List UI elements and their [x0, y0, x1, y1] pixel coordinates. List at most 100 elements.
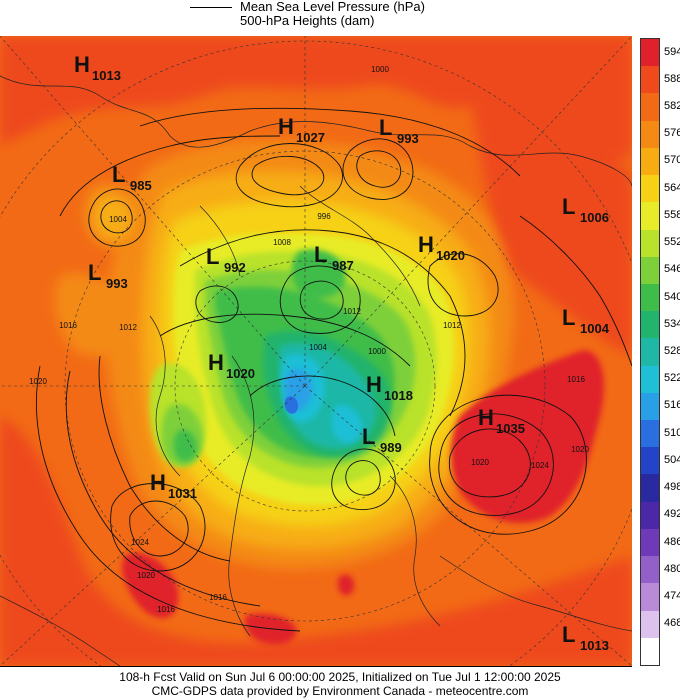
- system-letter: L: [562, 194, 575, 219]
- low-pressure-center: L 987: [314, 242, 354, 273]
- high-pressure-center: H 1018: [366, 372, 413, 403]
- isobar-label: 1020: [571, 445, 589, 454]
- isobar-label: 1024: [131, 538, 149, 547]
- colorbar-tick-label: 588: [664, 72, 680, 85]
- colorbar-segment: [641, 583, 659, 612]
- isobar-label: 1008: [273, 238, 291, 247]
- low-pressure-center: L 985: [112, 162, 152, 193]
- isobar-label: 1004: [309, 343, 327, 352]
- system-letter: H: [208, 350, 224, 375]
- system-pressure-value: 1035: [496, 421, 525, 436]
- pressure-legend-label: Mean Sea Level Pressure (hPa): [240, 0, 425, 14]
- colorbar-segment: [641, 556, 659, 584]
- colorbar-tick-label: 540: [664, 290, 680, 303]
- colorbar-tick-label: 498: [664, 481, 680, 494]
- system-pressure-value: 1013: [580, 638, 609, 653]
- isobar-label: 1000: [371, 65, 389, 74]
- legend-header: Mean Sea Level Pressure (hPa) 500-hPa He…: [0, 0, 680, 36]
- high-pressure-center: H 1020: [418, 232, 465, 263]
- system-letter: H: [74, 52, 90, 77]
- height-colorbar: [640, 38, 660, 666]
- weather-map[interactable]: 1000 1004 996 1008 1012 1012 1016 1004 1000 1020 1…: [0, 36, 632, 667]
- colorbar-tick-label: 468: [664, 617, 680, 630]
- low-pressure-center: L 1013: [562, 622, 609, 653]
- colorbar-tick-label: 564: [664, 181, 680, 194]
- low-pressure-center: L 1004: [562, 305, 610, 336]
- colorbar-segment: [641, 501, 659, 530]
- system-letter: L: [379, 115, 392, 140]
- isobar-label: 1012: [443, 321, 461, 330]
- colorbar-tick-label: 474: [664, 589, 680, 602]
- footer: 108-h Fcst Valid on Sun Jul 6 00:00:00 2…: [0, 668, 680, 700]
- colorbar-segment: [641, 175, 659, 203]
- high-pressure-center: H 1027: [278, 114, 325, 145]
- system-letter: H: [278, 114, 294, 139]
- isobar-label: 1024: [531, 461, 549, 470]
- low-pressure-center: L 992: [206, 244, 246, 275]
- colorbar-segment: [641, 610, 659, 639]
- high-pressure-center: H 1020: [208, 350, 255, 381]
- colorbar-segment: [641, 392, 659, 421]
- isobar-label: 1012: [119, 323, 137, 332]
- colorbar-segment: [641, 93, 659, 122]
- colorbar-segment: [641, 229, 659, 258]
- colorbar-tick-label: 582: [664, 100, 680, 113]
- high-pressure-center: H 1031: [150, 470, 197, 501]
- map-canvas: 1000 1004 996 1008 1012 1012 1016 1004 1000 1020 1…: [0, 36, 632, 666]
- isobar-label: 1016: [157, 605, 175, 614]
- system-letter: L: [112, 162, 125, 187]
- colorbar-tick-label: 528: [664, 345, 680, 357]
- system-letter: L: [88, 260, 101, 285]
- system-pressure-value: 993: [106, 276, 128, 291]
- colorbar-tick-label: 492: [664, 508, 680, 521]
- colorbar-segment: [641, 120, 659, 149]
- isobar-label: 1004: [109, 215, 127, 224]
- colorbar-tick-label: 510: [664, 426, 680, 439]
- isobar-labels: 1000 1004 996 1008 1012 1012 1016 1004 1000 1020 1…: [29, 65, 589, 614]
- colorbar-segment: [641, 283, 659, 312]
- isobars: [35, 107, 632, 632]
- coastlines: [0, 75, 632, 666]
- system-letter: L: [562, 622, 575, 647]
- colorbar-tick-label: 480: [664, 562, 680, 575]
- colorbar-tick-label: 570: [664, 154, 680, 167]
- colorbar-tick-label: 546: [664, 263, 680, 276]
- high-pressure-center: H 1035: [478, 405, 525, 436]
- colorbar-segment: [641, 256, 659, 285]
- system-pressure-value: 1020: [226, 366, 255, 381]
- system-letter: H: [150, 470, 166, 495]
- colorbar-tick-label: 504: [664, 453, 680, 466]
- colorbar-tick-label: 558: [664, 208, 680, 221]
- system-letter: H: [366, 372, 382, 397]
- colorbar-segment: [641, 637, 659, 666]
- colorbar-segment: [641, 338, 659, 367]
- isobar-label: 1020: [471, 458, 489, 467]
- lat-lon-grid: [0, 36, 632, 666]
- isobar-label: 1016: [567, 375, 585, 384]
- isobar-label: 1012: [343, 307, 361, 316]
- colorbar-tick-label: 516: [664, 399, 680, 412]
- isobar-label: 1016: [209, 593, 227, 602]
- data-credit-text: CMC-GDPS data provided by Environment Ca…: [151, 684, 529, 698]
- system-letter: L: [562, 305, 575, 330]
- system-pressure-value: 985: [130, 178, 152, 193]
- isobar-label: 996: [317, 212, 331, 221]
- low-pressure-center: L 1006: [562, 194, 609, 225]
- colorbar-segment: [641, 311, 659, 339]
- colorbar-segment: [641, 202, 659, 230]
- colorbar-segment: [641, 365, 659, 394]
- colorbar-segment: [641, 39, 659, 67]
- isobar-label: 1020: [29, 377, 47, 386]
- colorbar-segment: [641, 474, 659, 503]
- system-pressure-value: 1004: [580, 321, 610, 336]
- system-pressure-value: 989: [380, 440, 402, 455]
- system-pressure-value: 992: [224, 260, 246, 275]
- system-pressure-value: 1031: [168, 486, 197, 501]
- high-pressure-center: H 1013: [74, 52, 121, 83]
- forecast-valid-text: 108-h Fcst Valid on Sun Jul 6 00:00:00 2…: [119, 670, 561, 684]
- colorbar-tick-label: 534: [664, 317, 680, 330]
- isobar-label: 1016: [59, 321, 77, 330]
- low-pressure-center: L 989: [362, 424, 402, 455]
- colorbar-segment: [641, 420, 659, 448]
- system-letter: L: [206, 244, 219, 269]
